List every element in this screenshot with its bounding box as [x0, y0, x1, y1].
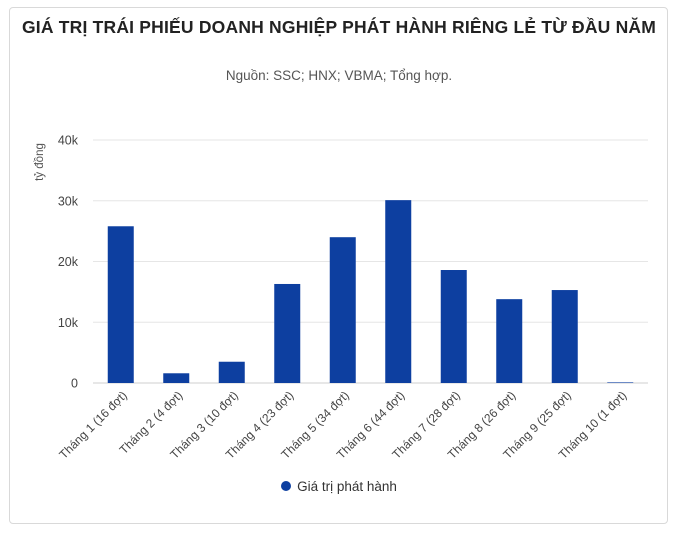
bar: [496, 299, 523, 383]
y-tick-label: 40k: [58, 134, 79, 148]
y-tick-label: 0: [71, 377, 78, 391]
bar: [218, 361, 245, 383]
y-tick-label: 20k: [58, 255, 79, 269]
y-tick-label: 30k: [58, 194, 79, 208]
legend-label: Giá trị phát hành: [297, 479, 397, 494]
bar: [163, 373, 190, 383]
bar: [274, 283, 301, 383]
bar: [607, 382, 634, 383]
legend[interactable]: Giá trị phát hành: [0, 479, 678, 494]
bar: [440, 270, 467, 383]
bar: [551, 290, 578, 383]
bar: [329, 237, 356, 383]
y-tick-label: 10k: [58, 316, 79, 330]
y-axis-title: tỷ đồng: [34, 143, 46, 181]
chart-title: GIÁ TRỊ TRÁI PHIẾU DOANH NGHIỆP PHÁT HÀN…: [21, 17, 657, 37]
bar: [385, 200, 412, 383]
legend-marker: [281, 481, 292, 492]
bar: [107, 226, 134, 383]
chart-subtitle: Nguồn: SSC; HNX; VBMA; Tổng hợp.: [225, 68, 453, 83]
